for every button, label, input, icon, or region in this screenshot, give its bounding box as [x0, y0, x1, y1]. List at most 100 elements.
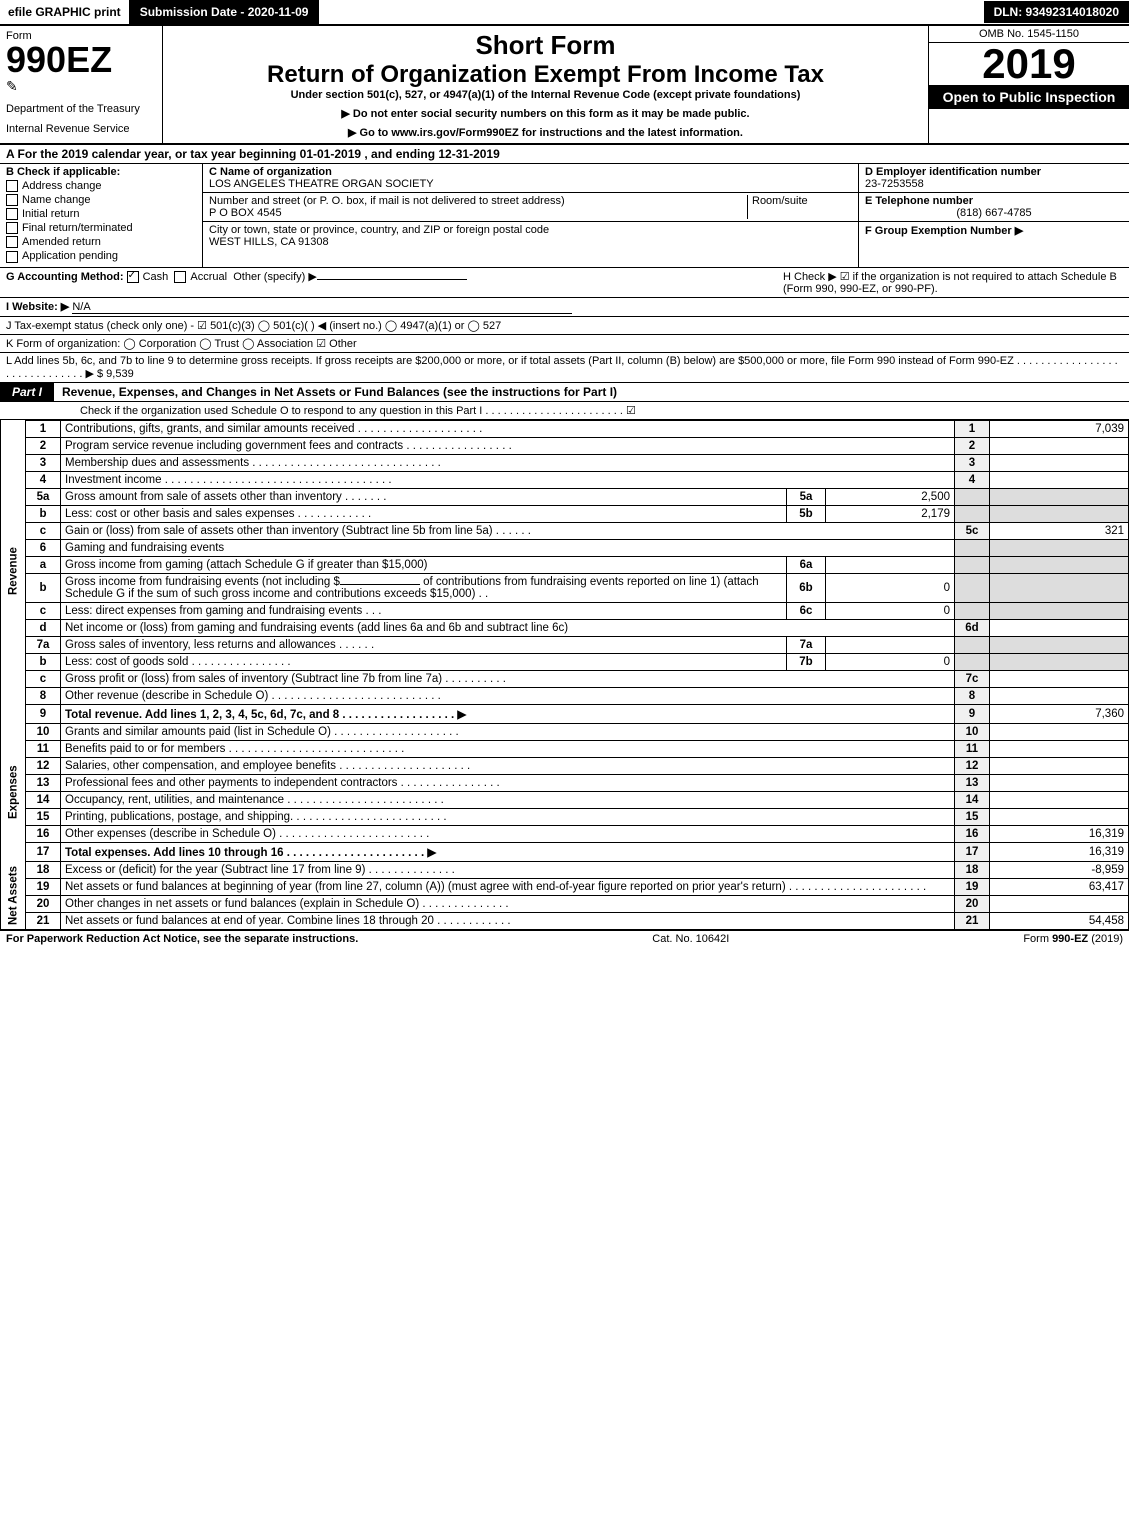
row-k: K Form of organization: ◯ Corporation ◯ … [0, 335, 1129, 353]
line-8-desc: Other revenue (describe in Schedule O) .… [61, 687, 955, 704]
line-17-desc: Total expenses. Add lines 10 through 16 … [61, 842, 955, 861]
line-1-no: 1 [26, 420, 61, 437]
form-header: Form 990EZ ✎ Department of the Treasury … [0, 26, 1129, 145]
name-label: C Name of organization [209, 166, 852, 178]
expenses-side-label: Expenses [1, 723, 26, 861]
line-7a-desc: Gross sales of inventory, less returns a… [61, 636, 787, 653]
line-8-val [990, 687, 1129, 704]
line-21-val: 54,458 [990, 912, 1129, 929]
irs-label: Internal Revenue Service [6, 123, 156, 135]
line-6c-sub: 0 [826, 602, 955, 619]
line-7b-desc: Less: cost of goods sold . . . . . . . .… [61, 653, 787, 670]
title-return: Return of Organization Exempt From Incom… [167, 61, 924, 89]
dln-label: DLN: 93492314018020 [984, 1, 1129, 23]
check-accrual[interactable] [174, 271, 186, 283]
revenue-side-label: Revenue [1, 420, 26, 723]
addr-label: Number and street (or P. O. box, if mail… [209, 195, 747, 207]
footer-right: Form 990-EZ (2019) [1023, 933, 1123, 945]
g-other-input[interactable] [317, 279, 467, 280]
col-d-ein-tel: D Employer identification number 23-7253… [859, 164, 1129, 267]
line-5a-desc: Gross amount from sale of assets other t… [61, 488, 787, 505]
line-5a-sub: 2,500 [826, 488, 955, 505]
row-i-website: I Website: ▶ N/A [0, 298, 1129, 317]
line-6b-sub: 0 [826, 573, 955, 602]
h-text: H Check ▶ ☑ if the organization is not r… [775, 270, 1123, 295]
line-17-val: 16,319 [990, 842, 1129, 861]
line-5c-desc: Gain or (loss) from sale of assets other… [61, 522, 955, 539]
line-5b-desc: Less: cost or other basis and sales expe… [61, 505, 787, 522]
part-1-table: Revenue 1 Contributions, gifts, grants, … [0, 420, 1129, 930]
col-b-checkboxes: B Check if applicable: Address change Na… [0, 164, 203, 267]
line-9-desc: Total revenue. Add lines 1, 2, 3, 4, 5c,… [61, 704, 955, 723]
line-6a-sub [826, 556, 955, 573]
line-19-desc: Net assets or fund balances at beginning… [61, 878, 955, 895]
check-final-return[interactable] [6, 222, 18, 234]
line-3-val [990, 454, 1129, 471]
open-public-badge: Open to Public Inspection [929, 85, 1129, 109]
line-6d-val [990, 619, 1129, 636]
l-value: 9,539 [106, 368, 134, 380]
line-9-val: 7,360 [990, 704, 1129, 723]
group-exemption-label: F Group Exemption Number ▶ [865, 225, 1023, 237]
check-amended-return[interactable] [6, 236, 18, 248]
check-application-pending[interactable] [6, 251, 18, 263]
row-j: J Tax-exempt status (check only one) - ☑… [0, 317, 1129, 335]
opt-name-change: Name change [22, 194, 91, 206]
org-name: LOS ANGELES THEATRE ORGAN SOCIETY [209, 178, 852, 190]
col-b-label: B Check if applicable: [6, 166, 196, 178]
org-city: WEST HILLS, CA 91308 [209, 236, 852, 248]
line-16-val: 16,319 [990, 825, 1129, 842]
tel-value: (818) 667-4785 [865, 207, 1123, 219]
footer-center: Cat. No. 10642I [652, 933, 729, 945]
room-label: Room/suite [747, 195, 852, 219]
row-l: L Add lines 5b, 6c, and 7b to line 9 to … [0, 353, 1129, 383]
line-4-desc: Investment income . . . . . . . . . . . … [61, 471, 955, 488]
page-footer: For Paperwork Reduction Act Notice, see … [0, 930, 1129, 947]
opt-initial-return: Initial return [22, 208, 79, 220]
submission-date-button[interactable]: Submission Date - 2020-11-09 [129, 0, 320, 24]
g-accrual: Accrual [190, 271, 227, 283]
opt-amended-return: Amended return [22, 236, 101, 248]
efile-print-link[interactable]: efile GRAPHIC print [0, 1, 129, 23]
line-10-val [990, 723, 1129, 740]
line-2-val [990, 437, 1129, 454]
top-bar: efile GRAPHIC print Submission Date - 20… [0, 0, 1129, 26]
line-11-val [990, 740, 1129, 757]
line-20-desc: Other changes in net assets or fund bala… [61, 895, 955, 912]
netassets-side-label: Net Assets [1, 861, 26, 929]
right-block: OMB No. 1545-1150 2019 Open to Public In… [929, 26, 1129, 143]
line-19-val: 63,417 [990, 878, 1129, 895]
footer-left: For Paperwork Reduction Act Notice, see … [6, 933, 358, 945]
opt-final-return: Final return/terminated [22, 222, 133, 234]
line-2-desc: Program service revenue including govern… [61, 437, 955, 454]
check-name-change[interactable] [6, 194, 18, 206]
line-21-desc: Net assets or fund balances at end of ye… [61, 912, 955, 929]
tel-label: E Telephone number [865, 195, 1123, 207]
part-1-header: Part I Revenue, Expenses, and Changes in… [0, 383, 1129, 402]
line-1-colno: 1 [955, 420, 990, 437]
check-cash[interactable] [127, 271, 139, 283]
part-1-title: Revenue, Expenses, and Changes in Net As… [54, 385, 617, 399]
line-3-desc: Membership dues and assessments . . . . … [61, 454, 955, 471]
line-18-val: -8,959 [990, 861, 1129, 878]
line-14-val [990, 791, 1129, 808]
check-address-change[interactable] [6, 180, 18, 192]
line-6-desc: Gaming and fundraising events [61, 539, 955, 556]
line-6d-desc: Net income or (loss) from gaming and fun… [61, 619, 955, 636]
line-12-desc: Salaries, other compensation, and employ… [61, 757, 955, 774]
line-20-val [990, 895, 1129, 912]
line-5b-sub: 2,179 [826, 505, 955, 522]
row-a-tax-year: A For the 2019 calendar year, or tax yea… [0, 145, 1129, 164]
g-cash: Cash [143, 271, 169, 283]
part-1-check: Check if the organization used Schedule … [0, 402, 1129, 420]
line-13-desc: Professional fees and other payments to … [61, 774, 955, 791]
line-6b-input[interactable] [340, 584, 420, 585]
check-initial-return[interactable] [6, 208, 18, 220]
line-6b-desc: Gross income from fundraising events (no… [61, 573, 787, 602]
note-website[interactable]: ▶ Go to www.irs.gov/Form990EZ for instru… [167, 126, 924, 139]
line-18-desc: Excess or (deficit) for the year (Subtra… [61, 861, 955, 878]
line-6c-desc: Less: direct expenses from gaming and fu… [61, 602, 787, 619]
line-12-val [990, 757, 1129, 774]
top-left: efile GRAPHIC print Submission Date - 20… [0, 0, 319, 24]
info-grid: B Check if applicable: Address change Na… [0, 164, 1129, 268]
